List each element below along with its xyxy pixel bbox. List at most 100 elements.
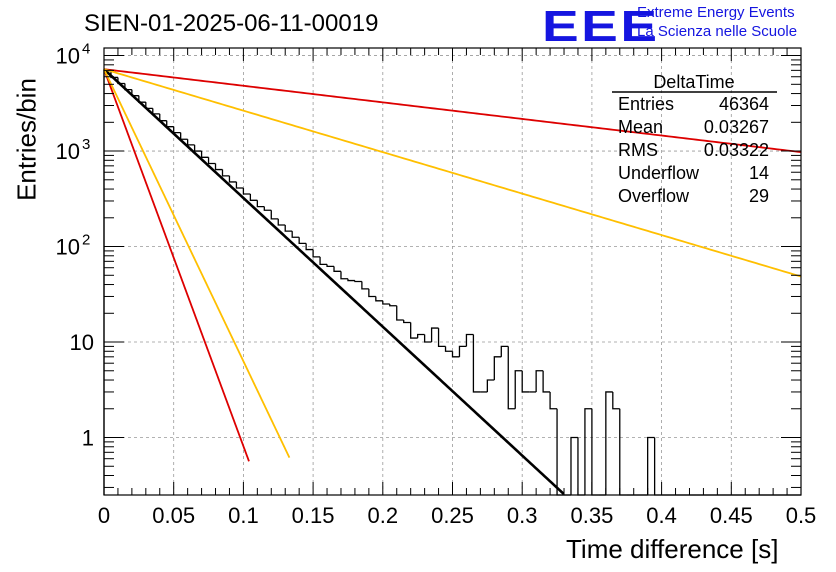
histogram-bin (653, 437, 662, 496)
y-tick-exponent: 2 (82, 232, 90, 249)
stats-label: Entries (618, 94, 674, 114)
stats-label: RMS (618, 140, 658, 160)
fit-curve-orange (103, 68, 802, 278)
histogram-bin (612, 391, 620, 410)
histogram-bin (458, 345, 467, 357)
histogram-bin (486, 379, 495, 392)
histogram-bin (647, 436, 655, 495)
histogram-bin (270, 210, 279, 220)
grid-lines (104, 48, 801, 495)
histogram-bin (465, 333, 474, 347)
histogram-bin (423, 334, 432, 343)
histogram-bin (152, 108, 160, 115)
y-tick-label: 10 (56, 139, 80, 164)
histogram-bin (235, 181, 244, 189)
histogram-bin (472, 334, 481, 393)
histogram-bin (103, 70, 111, 495)
histogram-bin (444, 346, 453, 352)
stats-label: Overflow (618, 186, 690, 206)
histogram-bin (340, 271, 348, 280)
histogram-bin (277, 218, 286, 226)
histogram-bin (319, 256, 328, 266)
histogram-bin (619, 408, 627, 496)
histogram-bin (591, 408, 599, 496)
histogram-bin (256, 200, 265, 208)
y-tick-exponent: 4 (82, 41, 90, 58)
histogram-bin (200, 151, 209, 158)
stats-value: 46364 (719, 94, 769, 114)
histogram-bin (263, 206, 272, 211)
histogram-bin (521, 370, 530, 393)
x-tick-label: 0.2 (368, 503, 399, 528)
histogram-bin (514, 370, 523, 409)
histogram-bin (389, 304, 397, 307)
y-tick-label: 10 (56, 235, 80, 260)
chart-title: SIEN-01-2025-06-11-00019 (84, 10, 379, 37)
histogram-bin (333, 266, 341, 272)
y-tick-exponent: 3 (82, 136, 90, 153)
fit-curve-red (103, 68, 802, 154)
histogram-bin (298, 237, 307, 244)
x-tick-label: 0.45 (710, 503, 753, 528)
y-tick-label: 10 (70, 330, 94, 355)
x-tick-label: 0.5 (786, 503, 817, 528)
histogram-bin (173, 126, 181, 134)
histogram-bin (305, 243, 314, 251)
axis-ticks: 0 0.05 0.1 0.15 0.2 0.25 0.3 0.35 0.4 0.45 0.5 1 10 1… (56, 41, 817, 528)
histogram-bin (584, 408, 592, 495)
histogram-bin (417, 333, 425, 339)
logo-subtitle-2: La Scienza nelle Scuole (637, 23, 798, 40)
histogram-bin (186, 139, 195, 146)
histogram-bin (291, 231, 300, 238)
histogram-bin (312, 249, 321, 258)
histogram-bin (577, 437, 585, 496)
logo-subtitle-1: Extreme Energy Events (637, 4, 795, 21)
histogram-bin (221, 169, 230, 177)
y-tick-label: 1 (82, 426, 94, 451)
x-tick-label: 0 (98, 503, 110, 528)
histogram-bin (361, 281, 369, 290)
histogram-bin (368, 288, 376, 298)
stats-value: 29 (749, 186, 769, 206)
x-tick-label: 0.15 (292, 503, 335, 528)
histogram-bin (535, 370, 544, 392)
x-tick-label: 0.4 (646, 503, 677, 528)
histogram-bin (180, 132, 188, 140)
x-tick-label: 0.25 (431, 503, 474, 528)
histogram-bin (396, 305, 404, 321)
stats-value: 0.03267 (704, 117, 769, 137)
histogram-bin (375, 296, 383, 302)
histogram-bin (403, 320, 411, 324)
histogram-bin (430, 327, 439, 343)
histogram-bin (500, 345, 509, 357)
histogram-bin (507, 346, 516, 410)
histogram-bin (249, 193, 258, 201)
histogram-bin (451, 351, 460, 358)
histogram-bin (228, 175, 237, 183)
x-tick-label: 0.35 (570, 503, 613, 528)
x-tick-label: 0.1 (228, 503, 259, 528)
histogram-bin (542, 370, 551, 393)
histogram-bin (284, 225, 293, 232)
fit-curve-red (103, 68, 250, 462)
eee-logo: EEE (542, 2, 660, 51)
histogram-bin (347, 278, 355, 282)
x-axis-label: Time difference [s] (566, 534, 779, 564)
histogram-bin (556, 408, 565, 496)
histogram-bin (166, 120, 174, 128)
histogram-bin (159, 113, 167, 122)
histogram-bin (493, 356, 502, 381)
stats-value: 14 (749, 163, 769, 183)
stats-label: Underflow (618, 163, 700, 183)
histogram-bin (193, 144, 202, 152)
fit-curve-orange (103, 68, 291, 458)
histogram-bin (110, 70, 118, 79)
histogram-bin (570, 436, 578, 495)
fit-curve-black (103, 68, 565, 495)
histogram-bin (242, 188, 251, 195)
stats-label: Mean (618, 117, 663, 137)
histogram-bin (549, 391, 558, 410)
histogram-bin (382, 300, 390, 305)
